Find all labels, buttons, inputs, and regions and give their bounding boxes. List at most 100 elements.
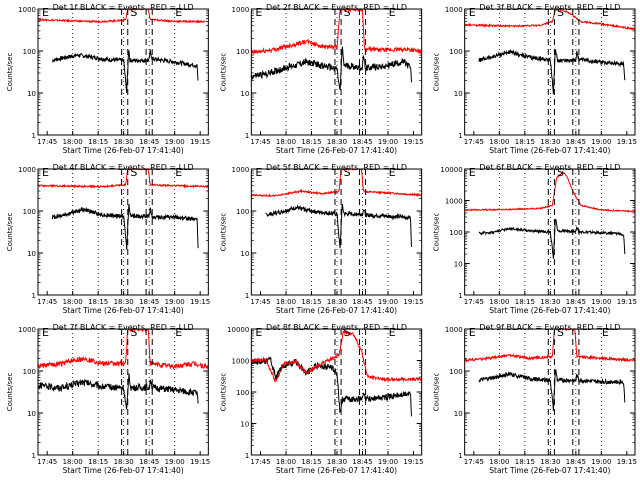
y-tick-label: 1	[245, 292, 249, 300]
series-events-8	[250, 356, 412, 417]
x-tick-label: 18:00	[63, 138, 83, 146]
y-tick-label: 100	[23, 48, 36, 56]
y-tick-label: 1000	[18, 6, 36, 14]
x-tick-label: 18:45	[352, 458, 372, 466]
y-tick-label: 1000	[232, 6, 250, 14]
series-events-7	[37, 373, 199, 410]
y-tick-label: 100	[236, 48, 249, 56]
x-axis-label-5: Start Time (26-Feb-07 17:41:40)	[276, 306, 397, 315]
series-lld-8	[251, 329, 422, 383]
x-tick-label: 19:15	[617, 138, 637, 146]
series-events-3	[478, 48, 626, 95]
x-tick-label: 18:45	[139, 298, 159, 306]
x-tick-label: 17:45	[250, 458, 270, 466]
chart-title-7: Det 7f BLACK = Events, RED = LLD	[53, 323, 194, 332]
x-tick-label: 18:30	[327, 298, 347, 306]
marker-e: E	[389, 6, 396, 19]
x-tick-label: 18:30	[114, 458, 134, 466]
plot-frame-6	[464, 168, 636, 296]
x-tick-label: 18:45	[139, 138, 159, 146]
series-events-6	[478, 218, 626, 259]
marker-e: E	[602, 166, 609, 179]
x-tick-label: 19:00	[378, 138, 398, 146]
y-tick-label: 100	[23, 208, 36, 216]
x-tick-label: 19:15	[190, 138, 210, 146]
y-tick-label: 100	[23, 368, 36, 376]
chart-title-3: Det 3f BLACK = Events, RED = LLD	[479, 3, 620, 12]
x-tick-label: 19:00	[378, 458, 398, 466]
marker-e: E	[255, 166, 262, 179]
y-axis-label-7: Counts/sec	[6, 373, 14, 412]
x-tick-label: 18:15	[515, 458, 535, 466]
x-tick-label: 19:00	[165, 458, 185, 466]
x-tick-label: 17:45	[37, 138, 57, 146]
y-tick-label: 10	[454, 261, 463, 269]
x-tick-label: 18:30	[114, 138, 134, 146]
chart-panel-2: Det 2f BLACK = Events, RED = LLD 17:45 18:…	[219, 3, 423, 155]
x-tick-label: 18:45	[352, 298, 372, 306]
x-tick-label: 18:15	[515, 138, 535, 146]
y-axis-label-2: Counts/sec	[219, 53, 227, 92]
x-tick-label: 17:45	[250, 138, 270, 146]
marker-e: E	[602, 326, 609, 339]
x-tick-label: 18:15	[88, 298, 108, 306]
y-tick-label: 10	[27, 90, 36, 98]
y-tick-label: 1	[32, 132, 36, 140]
x-tick-label: 18:00	[63, 298, 83, 306]
x-tick-label: 18:15	[88, 458, 108, 466]
x-tick-label: 18:45	[139, 458, 159, 466]
marker-e: E	[469, 166, 476, 179]
y-tick-label: 1000	[445, 198, 463, 206]
x-axis-label-7: Start Time (26-Feb-07 17:41:40)	[63, 466, 184, 475]
x-tick-label: 18:45	[566, 138, 586, 146]
y-tick-label: 1	[245, 452, 249, 460]
chart-title-6: Det 6f BLACK = Events, RED = LLD	[479, 163, 620, 172]
x-tick-label: 17:45	[464, 458, 484, 466]
series-lld-3	[464, 8, 636, 31]
y-tick-label: 10	[454, 90, 463, 98]
marker-s: S	[557, 166, 564, 179]
x-tick-label: 19:00	[591, 298, 611, 306]
x-axis-label-8: Start Time (26-Feb-07 17:41:40)	[276, 466, 397, 475]
y-tick-label: 100	[236, 208, 249, 216]
marker-e: E	[255, 326, 262, 339]
y-tick-label: 10	[27, 410, 36, 418]
x-tick-label: 19:00	[591, 138, 611, 146]
x-tick-label: 18:45	[566, 458, 586, 466]
x-tick-label: 17:45	[464, 298, 484, 306]
x-axis-label-1: Start Time (26-Feb-07 17:41:40)	[63, 146, 184, 155]
plot-frame-8	[250, 328, 423, 456]
series-lld-9	[464, 327, 636, 363]
x-tick-label: 18:00	[276, 138, 296, 146]
series-lld-5	[250, 168, 423, 198]
series-events-9	[478, 369, 626, 411]
x-tick-label: 17:45	[250, 298, 270, 306]
y-tick-label: 10000	[227, 326, 249, 334]
y-tick-label: 1	[32, 292, 36, 300]
marker-s: S	[344, 326, 351, 339]
y-tick-label: 100	[236, 389, 249, 397]
series-events-5	[265, 203, 412, 249]
y-tick-label: 1	[32, 452, 36, 460]
x-tick-label: 18:15	[301, 138, 321, 146]
y-tick-label: 10000	[440, 166, 462, 174]
y-tick-label: 1000	[232, 358, 250, 366]
marker-e: E	[175, 166, 182, 179]
x-tick-label: 18:30	[540, 298, 560, 306]
y-tick-label: 1000	[445, 6, 463, 14]
y-tick-label: 1	[245, 132, 249, 140]
x-axis-label-3: Start Time (26-Feb-07 17:41:40)	[489, 146, 610, 155]
series-lld-6	[464, 171, 636, 213]
chart-panel-6: Det 6f BLACK = Events, RED = LLD 17:45 18:…	[433, 163, 637, 315]
x-tick-label: 19:00	[165, 138, 185, 146]
x-tick-label: 18:30	[540, 138, 560, 146]
y-axis-label-3: Counts/sec	[433, 53, 441, 92]
y-axis-label-5: Counts/sec	[219, 213, 227, 252]
y-tick-label: 1	[458, 292, 462, 300]
plot-frame-1	[37, 8, 209, 136]
x-tick-label: 18:15	[301, 298, 321, 306]
marker-s: S	[557, 6, 564, 19]
x-tick-label: 17:45	[37, 458, 57, 466]
x-tick-label: 18:15	[301, 458, 321, 466]
